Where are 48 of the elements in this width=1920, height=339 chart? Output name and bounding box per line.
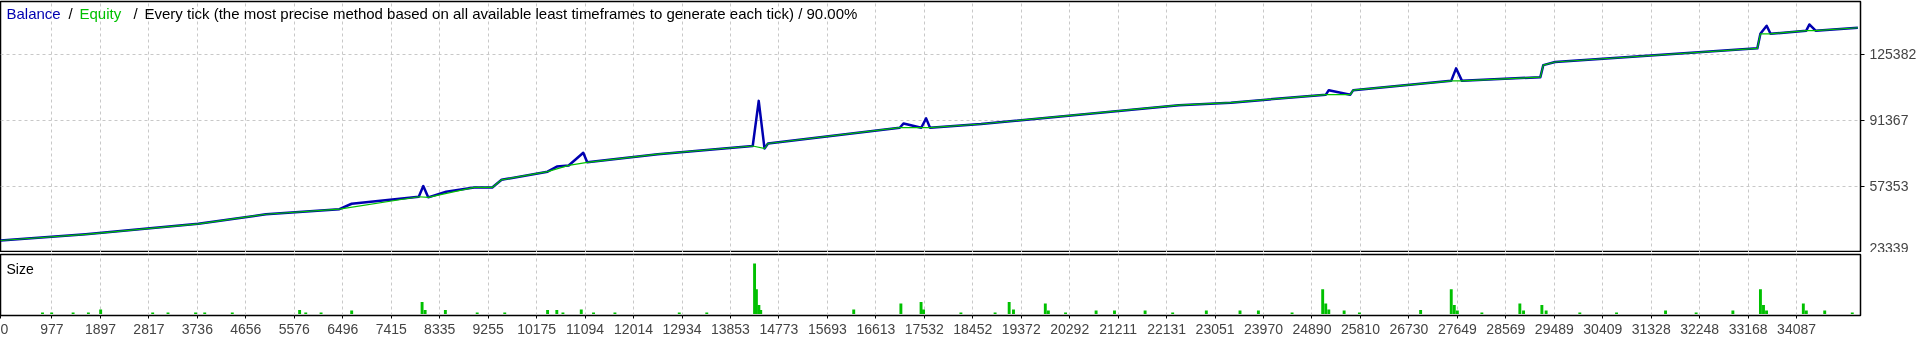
- x-tick-label: 10175: [517, 320, 557, 337]
- y-tick-label: 91367: [1869, 112, 1909, 129]
- chart-title: Size: [6, 260, 34, 277]
- x-tick-label: 33168: [1728, 320, 1768, 337]
- x-tick-label: 29489: [1534, 320, 1574, 337]
- x-tick-label: 14773: [759, 320, 799, 337]
- x-tick-label: 8335: [424, 320, 456, 337]
- x-tick-label: 16613: [856, 320, 896, 337]
- x-tick-label: 19372: [1001, 320, 1041, 337]
- y-tick-label: 125382: [1869, 46, 1917, 63]
- x-tick-label: 20292: [1050, 320, 1090, 337]
- x-tick-label: 977: [40, 320, 64, 337]
- x-tick-label: 27649: [1437, 320, 1478, 337]
- text: Equity: [79, 4, 122, 22]
- x-tick-label: 25810: [1340, 320, 1381, 337]
- x-tick-label: 17532: [904, 320, 944, 337]
- x-tick-label: 4656: [230, 320, 262, 337]
- y-tick-label: 57353: [1869, 178, 1909, 195]
- x-tick-label: 12934: [662, 320, 702, 337]
- text: Balance: [6, 4, 61, 22]
- x-tick-label: 15693: [807, 320, 848, 337]
- x-tick-label: 1897: [84, 320, 117, 337]
- y-tick-label: 23339: [1869, 239, 1909, 256]
- x-tick-label: 18452: [953, 320, 993, 337]
- x-tick-label: 12014: [614, 320, 654, 337]
- x-tick-label: 30409: [1583, 320, 1623, 337]
- x-tick-label: 24890: [1292, 320, 1332, 337]
- x-tick-label: 23051: [1195, 320, 1235, 337]
- x-tick-label: 21211: [1099, 320, 1138, 337]
- annotation: /: [68, 4, 74, 22]
- annotation: /: [133, 4, 139, 22]
- x-tick-label: 2817: [133, 320, 165, 337]
- x-tick-label: 34087: [1777, 320, 1817, 337]
- x-tick-label: 23970: [1244, 320, 1284, 337]
- x-tick-label: 32248: [1680, 320, 1720, 337]
- x-tick-label: 3736: [181, 320, 214, 337]
- x-tick-label: 28569: [1486, 320, 1526, 337]
- x-tick-label: 13853: [710, 320, 751, 337]
- x-tick-label: 9255: [472, 320, 504, 337]
- x-tick-label: 5576: [278, 320, 311, 337]
- x-tick-label: 7415: [375, 320, 407, 337]
- x-tick-label: 6496: [327, 320, 359, 337]
- x-tick-label: 31328: [1631, 320, 1671, 337]
- x-tick-label: 26730: [1389, 320, 1429, 337]
- x-tick-label: 11094: [566, 320, 605, 337]
- x-tick-label: 0: [0, 320, 9, 337]
- x-tick-label: 22131: [1147, 320, 1187, 337]
- chart-title: Every tick (the most precise method based on all available least timeframes to generate each tick) / 90.00%: [144, 4, 858, 22]
